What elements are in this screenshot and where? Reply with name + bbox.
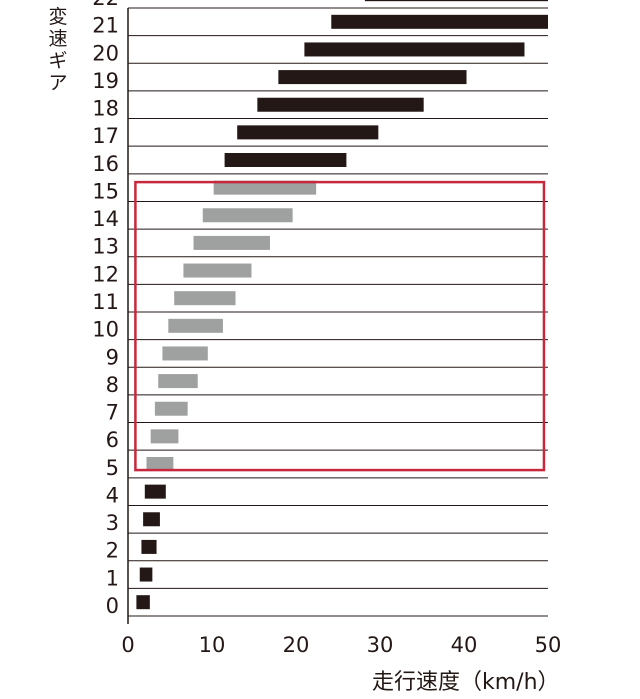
bar-gear-15 bbox=[202, 208, 293, 223]
x-tick-label: 20 bbox=[283, 633, 310, 657]
bar-gear-4 bbox=[143, 512, 160, 527]
y-tick-label: 22 bbox=[92, 0, 119, 10]
bar-gear-11 bbox=[168, 318, 223, 333]
y-tick-label: 15 bbox=[92, 179, 119, 203]
y-tick-label: 2 bbox=[106, 539, 119, 563]
y-tick-label: 11 bbox=[92, 290, 119, 314]
y-tick-label: 13 bbox=[92, 235, 119, 259]
bar-gear-14 bbox=[193, 235, 270, 250]
x-tick-label: 10 bbox=[199, 633, 226, 657]
bar-gear-16 bbox=[213, 180, 317, 195]
y-tick-label: 4 bbox=[106, 483, 119, 507]
bar-gear-7 bbox=[150, 429, 179, 444]
highlight-box bbox=[134, 180, 546, 472]
bar-gear-20 bbox=[278, 70, 467, 85]
y-tick-label: 19 bbox=[92, 69, 119, 93]
bar-gear-21 bbox=[304, 42, 525, 57]
y-tick-label: 12 bbox=[92, 262, 119, 286]
bar-gear-12 bbox=[174, 291, 236, 306]
bar-gear-22 bbox=[331, 14, 548, 29]
y-tick-label: 20 bbox=[92, 41, 119, 65]
y-tick-label: 6 bbox=[106, 428, 119, 452]
bar-gear-10 bbox=[162, 346, 208, 361]
bar-gear-18 bbox=[237, 125, 379, 140]
y-tick-label: 7 bbox=[106, 401, 119, 425]
y-tick-label: 9 bbox=[106, 345, 119, 369]
y-axis-title: 変速ギア bbox=[48, 6, 68, 94]
x-axis-title: 走行速度（km/h） bbox=[372, 670, 560, 695]
bar-gear-17 bbox=[224, 153, 347, 167]
bar-gear-23 bbox=[364, 0, 548, 2]
bar-gear-5 bbox=[144, 484, 166, 499]
x-tick-label: 50 bbox=[535, 633, 562, 657]
bar-gear-13 bbox=[183, 263, 252, 278]
x-tick-label: 0 bbox=[121, 633, 134, 657]
bar-gear-1 bbox=[136, 595, 150, 610]
bar-gear-9 bbox=[158, 374, 198, 389]
y-tick-label: 21 bbox=[92, 14, 119, 38]
y-tick-label: 3 bbox=[106, 511, 119, 535]
y-tick-label: 17 bbox=[92, 124, 119, 148]
y-tick-label: 18 bbox=[92, 97, 119, 121]
bar-gear-19 bbox=[257, 97, 424, 112]
bar-gear-8 bbox=[154, 401, 188, 416]
y-tick-label: 1 bbox=[106, 566, 119, 590]
y-tick-label: 5 bbox=[106, 456, 119, 480]
y-tick-label: 8 bbox=[106, 373, 119, 397]
y-tick-label: 14 bbox=[92, 207, 119, 231]
y-tick-label: 16 bbox=[92, 152, 119, 176]
bar-gear-3 bbox=[141, 539, 157, 554]
bar-gear-6 bbox=[146, 457, 174, 471]
bar-gear-2 bbox=[139, 567, 153, 582]
y-tick-label: 0 bbox=[106, 594, 119, 618]
x-tick-label: 30 bbox=[367, 633, 394, 657]
x-tick-label: 40 bbox=[451, 633, 478, 657]
y-tick-label: 10 bbox=[92, 318, 119, 342]
